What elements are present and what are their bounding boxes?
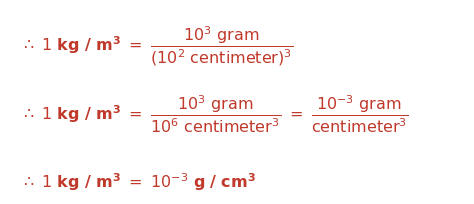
Text: $\therefore\ 1\ \mathbf{kg\ /\ m^3}\ =\ \dfrac{10^3\ \mathrm{gram}}{10^6\ \mathr: $\therefore\ 1\ \mathbf{kg\ /\ m^3}\ =\ … <box>20 93 409 134</box>
Text: $\therefore\ 1\ \mathbf{kg\ /\ m^3}\ =\ 10^{-3}\ \mathbf{g\ /\ cm^3}$: $\therefore\ 1\ \mathbf{kg\ /\ m^3}\ =\ … <box>20 171 256 192</box>
Text: $\therefore\ 1\ \mathbf{kg\ /\ m^3}\ =\ \dfrac{10^3\ \mathrm{gram}}{(10^2\ \math: $\therefore\ 1\ \mathbf{kg\ /\ m^3}\ =\ … <box>20 25 293 68</box>
